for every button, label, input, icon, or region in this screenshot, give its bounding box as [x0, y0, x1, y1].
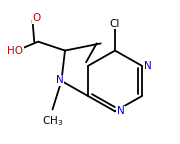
Text: Cl: Cl	[110, 19, 120, 29]
Text: N: N	[56, 75, 64, 85]
Text: CH$_3$: CH$_3$	[42, 114, 63, 128]
Text: O: O	[32, 13, 40, 23]
Text: N: N	[144, 61, 151, 71]
Text: HO: HO	[7, 46, 23, 56]
Text: N: N	[117, 106, 125, 116]
